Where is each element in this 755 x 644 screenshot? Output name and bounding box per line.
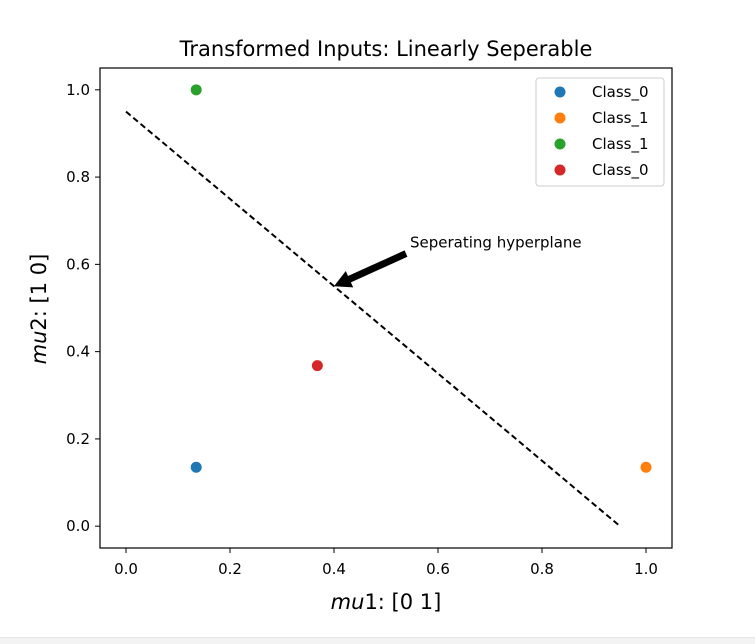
y-tick-label: 1.0 [66,81,90,99]
chart-title: Transformed Inputs: Linearly Seperable [179,37,593,61]
legend-marker-1 [554,112,566,124]
legend-box [535,77,665,187]
x-tick-label: 0.2 [218,560,242,578]
legend-label-1: Class_1 [592,109,649,128]
legend-marker-0 [554,86,566,98]
x-tick-label: 0.0 [114,560,138,578]
point-class_0-0 [190,461,202,473]
axes-frame [99,67,673,549]
point-class_1-2 [190,84,202,96]
x-tick-label: 0.6 [426,560,450,578]
x-axis-label: mu1: [0 1] [331,590,442,614]
y-tick-label: 0.6 [66,255,90,273]
y-tick-label: 0.0 [66,517,90,535]
point-class_0-3 [311,360,323,372]
legend-label-2: Class_1 [592,135,649,154]
legend-label-0: Class_0 [592,83,649,102]
y-tick-label: 0.2 [66,430,90,448]
y-tick-label: 0.4 [66,343,90,361]
legend-marker-2 [554,138,566,150]
x-tick-label: 1.0 [634,560,658,578]
legend: Class_0 Class_1 Class_1 Class_0 [535,77,665,187]
y-tick-label: 0.8 [66,168,90,186]
legend-label-3: Class_0 [592,161,649,180]
annotation-text: Seperating hyperplane [410,234,582,252]
separating-line [125,110,621,527]
x-tick-label: 0.8 [530,560,554,578]
y-axis-label: mu2: [1 0] [27,254,51,365]
legend-marker-3 [554,164,566,176]
point-class_1-1 [640,461,652,473]
bottom-divider [0,637,755,638]
annotation-arrow [334,250,408,288]
plot-area: Seperating hyperplane [125,84,652,527]
x-tick-label: 0.4 [322,560,346,578]
axes: 0.0 0.2 0.4 0.6 0.8 1.0 0.0 0.2 0.4 0.6 0.8 1.0 [66,67,673,578]
bottom-band [0,638,755,644]
